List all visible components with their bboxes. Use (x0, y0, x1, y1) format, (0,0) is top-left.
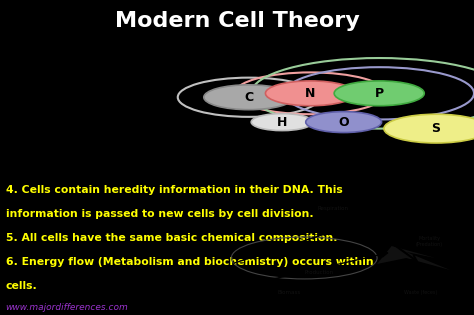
Text: www.majordifferences.com: www.majordifferences.com (6, 303, 128, 312)
Text: Modern Cell Theory: Modern Cell Theory (115, 11, 359, 31)
Circle shape (384, 114, 474, 143)
Circle shape (306, 112, 382, 133)
Text: P: P (374, 87, 384, 100)
Text: S: S (432, 122, 440, 135)
Polygon shape (377, 246, 450, 270)
Text: information is passed to new cells by cell division.: information is passed to new cells by ce… (6, 209, 313, 219)
Text: 6. Energy flow (Metabolism and biochemistry) occurs within: 6. Energy flow (Metabolism and biochemis… (6, 257, 374, 267)
Circle shape (265, 81, 356, 106)
Text: 5. All cells have the same basic chemical composition.: 5. All cells have the same basic chemica… (6, 233, 337, 243)
Text: Biomass: Biomass (278, 290, 301, 295)
Text: 4. Cells contain heredity information in their DNA. This: 4. Cells contain heredity information in… (6, 185, 342, 195)
Text: Production: Production (304, 270, 333, 275)
Circle shape (251, 114, 313, 131)
Text: Waste (feces): Waste (feces) (404, 290, 438, 295)
Circle shape (204, 85, 294, 110)
Text: N: N (305, 87, 316, 100)
Circle shape (334, 81, 424, 106)
Text: cells.: cells. (6, 281, 37, 291)
Text: Mortality
(Predation): Mortality (Predation) (416, 236, 443, 247)
Text: H: H (277, 116, 287, 129)
Text: O: O (338, 116, 349, 129)
Text: C: C (244, 91, 254, 104)
Text: Respiration: Respiration (318, 206, 349, 211)
